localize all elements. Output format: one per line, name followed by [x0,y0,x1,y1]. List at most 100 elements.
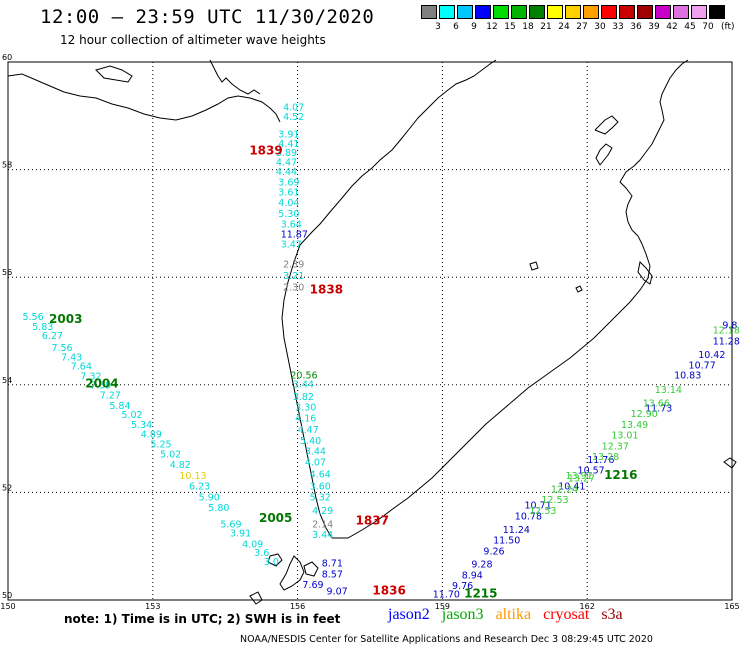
legend-swatch [709,5,725,19]
legend-swatch [691,5,707,19]
wave-height-value: 4.16 [295,413,316,424]
taui-bay [209,59,261,95]
legend-label: 24 [558,22,570,32]
wave-height-value: 5.34 [131,420,152,431]
legend-label: 3 [435,22,441,32]
pass-time-label: 1839 [249,144,282,158]
wave-height-value: 12.53 [529,506,556,517]
wave-height-value: 4.82 [170,460,191,471]
page-subtitle: 12 hour collection of altimeter wave hei… [60,33,326,47]
wave-height-value: 12.37 [602,441,629,452]
wave-height-value: 10.78 [515,511,542,522]
wave-height-value: 5.30 [278,209,299,220]
axis-ticks: 150 153 156 159 162 165 60 58 56 54 52 50 [0,53,739,611]
wave-height-value: 5.32 [310,492,331,503]
legend-swatch [655,5,671,19]
wave-height-value: 4.41 [278,139,299,150]
legend-label: 27 [576,22,588,32]
pass-time-label: 2004 [85,376,118,390]
satellite-cryosat: cryosat [543,606,590,623]
track-jason3-sw: 5.565.836.277.567.437.647.327.597.275.84… [22,312,278,568]
wave-height-value: 3.44 [312,530,333,541]
onekotan-island [249,591,263,605]
coastline [7,59,737,605]
wave-height-value: 5.83 [32,322,53,333]
wave-height-value: 5.56 [22,312,43,323]
kamchatka-coast [281,59,689,539]
legend-label: 18 [522,22,534,32]
lon-tick-label: 162 [580,602,595,611]
pass-time-label: 1836 [372,584,405,598]
wave-height-value: 11.70 [433,589,460,600]
wave-height-value: 8.71 [322,559,343,570]
legend-label: 45 [684,22,696,32]
wave-height-value: 12.53 [541,495,568,506]
legend-swatch [619,5,635,19]
legend-label: 70 [702,22,714,32]
pass-time-label: 1837 [356,514,389,528]
pass-time-label: 2005 [259,511,292,525]
wave-height-value: 7.43 [61,353,82,364]
wave-height-value: 3.44 [305,447,326,458]
wave-height-value: 3.21 [283,271,304,282]
lat-tick-label: 54 [2,376,12,385]
legend-swatch [421,5,437,19]
legend-label: 33 [612,22,624,32]
wave-height-value: 11.76 [587,455,614,466]
wave-height-value: 7.56 [51,343,72,354]
page-title: 12:00 – 23:59 UTC 11/30/2020 [40,6,375,28]
track-jason3-se: 12.5312.5312.2413.2713.2812.3713.0113.49… [529,326,740,517]
wave-height-value: 3.91 [230,529,251,540]
shumshu-island [303,561,319,577]
wave-height-value: 13.66 [643,398,670,409]
atlasov-island [267,553,283,567]
wave-height-value: 10.41 [558,482,585,493]
wave-height-value: 13.28 [592,452,619,463]
lat-tick-label: 50 [2,591,12,600]
wave-height-value: 3.82 [293,392,314,403]
legend-swatch [475,5,491,19]
legend-swatch [583,5,599,19]
satellite-jason2: jason2 [388,606,430,623]
wave-height-value: 10.57 [578,466,605,477]
lon-tick-label: 159 [435,602,450,611]
wave-height-value: 3.60 [310,482,331,493]
grid-lines [7,61,733,601]
karaginsky-island [637,260,653,285]
wave-height-value: 11.28 [713,336,740,347]
wave-height-value: 9.28 [471,560,492,571]
wave-height-value: 10.13 [179,471,206,482]
wave-height-value: 2.39 [283,260,304,271]
wave-height-value: 3.44 [293,379,314,390]
wave-height-value: 10.83 [674,370,701,381]
legend-label: 12 [486,22,498,32]
wave-height-value: 4.07 [283,102,304,113]
wave-height-value: 8.94 [462,570,483,581]
legend-swatch [511,5,527,19]
wave-height-value: 20.56 [290,370,317,381]
wave-height-value: 11.50 [493,536,520,547]
wave-height-value: 9.8 [722,320,737,331]
wave-height-value: 7.59 [90,381,111,392]
paramushir-island [279,555,305,591]
legend-label: 36 [630,22,642,32]
wave-height-value: 3.30 [295,403,316,414]
legend-unit: (ft) [721,22,735,32]
wave-height-value: 7.64 [71,362,92,373]
note-text: note: 1) Time is in UTC; 2) SWH is in fe… [64,612,341,626]
pass-time-label: 1838 [310,282,343,296]
wave-height-value: 5.02 [121,410,142,421]
track-jason3-west-coast: 4.074.52 3.914.413.894.474.443.693.614.04… [276,102,308,293]
wave-height-value: 3.61 [278,187,299,198]
satellite-s3a: s3a [601,606,623,623]
wave-height-value: 4.44 [276,167,297,178]
kamchatka-east-bay [594,115,619,166]
wave-height-value: 9.76 [452,581,473,592]
wave-height-value: 12.90 [631,409,658,420]
wave-height-value: 13.49 [621,420,648,431]
track-jason3-east-coast: 20.563.443.823.304.164.475.403.444.074.6… [290,370,347,597]
legend-label: 21 [540,22,552,32]
wave-height-value: 11.73 [645,404,672,415]
wave-height-value: 5.80 [208,503,229,514]
